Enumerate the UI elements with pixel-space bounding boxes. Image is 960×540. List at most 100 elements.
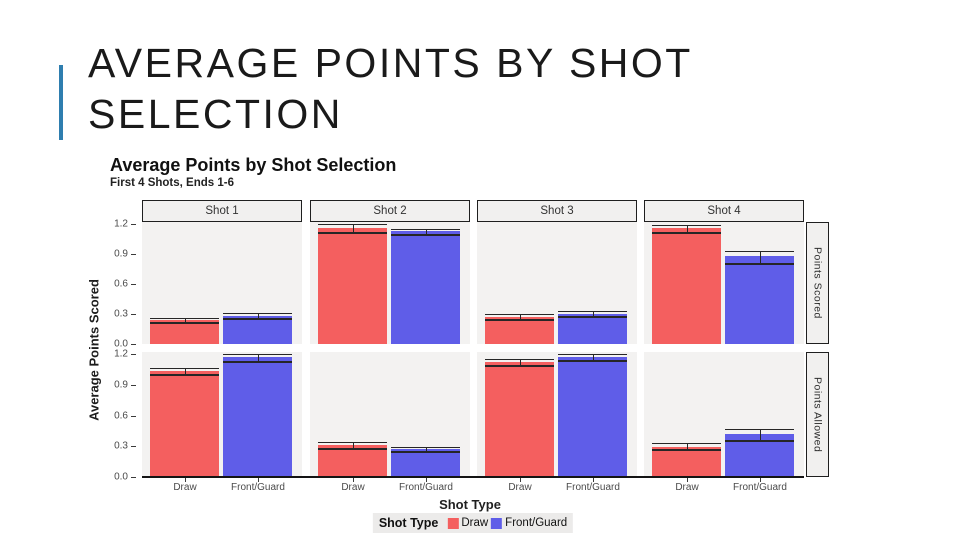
y-tick-mark	[131, 254, 136, 255]
y-tick-label: 0.3	[114, 308, 128, 320]
errorbar-whisker	[687, 225, 688, 232]
errorbar-whisker	[185, 318, 186, 322]
legend: Shot Type Draw Front/Guard	[372, 513, 574, 533]
chart-title: Average Points by Shot Selection	[110, 155, 397, 175]
y-tick-label: 0.0	[114, 471, 128, 483]
legend-title: Shot Type	[378, 516, 439, 530]
bar-draw	[150, 320, 219, 344]
bar-draw	[485, 362, 554, 477]
errorbar-cap-low	[318, 232, 387, 234]
legend-swatch-draw	[447, 517, 459, 529]
bar-draw	[652, 447, 721, 477]
slide-title: AVERAGE POINTS BY SHOT SELECTION	[88, 40, 693, 137]
errorbar-cap-low	[652, 449, 721, 452]
y-tick-mark	[131, 446, 136, 448]
errorbar-cap-high	[558, 311, 627, 312]
title-accent-bar	[59, 65, 63, 140]
x-tick-mark	[353, 478, 354, 482]
errorbar-whisker	[426, 229, 427, 234]
errorbar-whisker	[353, 224, 354, 232]
x-tick-mark	[760, 478, 761, 482]
errorbar-cap-low	[558, 316, 627, 318]
x-category-label: Front/Guard	[399, 482, 453, 493]
errorbar-cap-high	[558, 354, 627, 356]
y-tick-label: 0.6	[114, 278, 128, 290]
facet-strip: Shot 2	[310, 200, 470, 222]
x-tick-mark	[520, 478, 521, 482]
errorbar-whisker	[185, 368, 186, 374]
y-tick-label: 0.9	[114, 248, 128, 260]
errorbar-whisker	[593, 311, 594, 316]
x-tick-mark	[687, 478, 688, 482]
legend-label-front-guard: Front/Guard	[505, 517, 568, 529]
bar-draw	[318, 228, 387, 344]
y-tick-label: 0.6	[114, 410, 128, 422]
bar-front-guard	[391, 449, 460, 477]
y-tick-mark	[131, 354, 136, 356]
legend-label-draw: Draw	[461, 517, 489, 529]
x-category-label: Front/Guard	[733, 482, 787, 493]
y-tick-mark	[131, 384, 136, 386]
x-tick-mark	[426, 478, 427, 482]
errorbar-cap-low	[150, 373, 219, 376]
errorbar-cap-low	[485, 319, 554, 321]
x-category-label: Draw	[675, 482, 699, 493]
x-category-label: Front/Guard	[231, 482, 285, 493]
y-tick-label: 0.9	[114, 379, 128, 391]
bar-front-guard	[558, 357, 627, 477]
x-axis-title: Shot Type	[439, 497, 501, 512]
errorbar-cap-low	[223, 361, 292, 364]
facet-strip: Shot 4	[644, 200, 804, 222]
x-category-label: Draw	[341, 482, 365, 493]
errorbar-whisker	[258, 354, 259, 362]
errorbar-cap-low	[725, 440, 794, 443]
errorbar-cap-low	[391, 451, 460, 454]
errorbar-cap-high	[223, 313, 292, 314]
y-tick-label: 1.2	[114, 348, 128, 360]
bar-draw	[150, 371, 219, 477]
errorbar-whisker	[520, 314, 521, 319]
errorbar-cap-low	[558, 360, 627, 363]
bar-front-guard	[223, 316, 292, 344]
facet-row-strip: Points Scored	[806, 222, 829, 344]
x-tick-mark	[185, 478, 186, 482]
bar-front-guard	[391, 231, 460, 344]
errorbar-whisker	[687, 443, 688, 450]
errorbar-cap-low	[223, 318, 292, 320]
errorbar-whisker	[426, 447, 427, 452]
x-category-label: Front/Guard	[566, 482, 620, 493]
errorbar-cap-high	[485, 314, 554, 315]
errorbar-cap-low	[485, 365, 554, 368]
errorbar-cap-low	[725, 263, 794, 265]
y-tick-label: 1.2	[114, 218, 128, 230]
x-tick-mark	[593, 478, 594, 482]
legend-swatch-front-guard	[491, 517, 503, 529]
errorbar-cap-high	[652, 443, 721, 445]
x-tick-mark	[258, 478, 259, 482]
errorbar-cap-high	[150, 318, 219, 319]
y-tick-label: 0.0	[114, 338, 128, 350]
errorbar-cap-high	[725, 251, 794, 252]
errorbar-whisker	[593, 354, 594, 361]
errorbar-cap-low	[391, 234, 460, 236]
errorbar-cap-high	[391, 447, 460, 449]
facet-row-strip: Points Allowed	[806, 352, 829, 477]
bar-front-guard	[558, 314, 627, 344]
errorbar-cap-high	[318, 224, 387, 225]
errorbar-whisker	[760, 251, 761, 263]
y-tick-label: 0.3	[114, 440, 128, 452]
errorbar-cap-low	[150, 322, 219, 324]
errorbar-whisker	[353, 442, 354, 449]
errorbar-whisker	[520, 359, 521, 366]
errorbar-whisker	[760, 428, 761, 441]
errorbar-cap-high	[485, 359, 554, 361]
y-tick-mark	[131, 224, 136, 225]
bar-draw	[485, 317, 554, 344]
facet-strip: Shot 3	[477, 200, 637, 222]
errorbar-cap-high	[223, 354, 292, 356]
y-tick-mark	[131, 477, 136, 478]
bar-draw	[652, 228, 721, 344]
bar-front-guard	[725, 256, 794, 344]
